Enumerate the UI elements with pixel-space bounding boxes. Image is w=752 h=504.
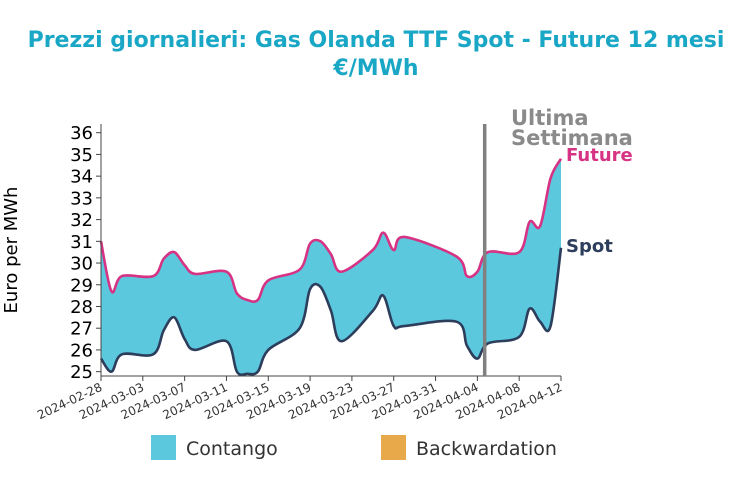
y-tick-label: 29 <box>70 275 93 296</box>
y-tick-label: 26 <box>70 340 93 361</box>
y-tick-label: 33 <box>70 188 93 209</box>
y-axis-label: Euro per MWh <box>1 187 22 314</box>
legend-swatch-contango <box>151 435 176 460</box>
future-line <box>99 158 563 303</box>
legend: Contango Backwardation <box>151 435 557 460</box>
y-tick-label: 36 <box>70 123 93 144</box>
legend-label-contango: Contango <box>186 438 278 460</box>
y-tick-label: 27 <box>70 319 93 340</box>
y-tick-label: 28 <box>70 297 93 318</box>
y-tick-label: 34 <box>70 167 93 188</box>
y-tick-label: 35 <box>70 145 93 166</box>
chart-title-line2: €/MWh <box>332 56 418 81</box>
y-tick-label: 30 <box>70 254 93 275</box>
legend-swatch-backwardation <box>381 435 406 460</box>
series-lines <box>99 158 563 377</box>
y-tick-label: 25 <box>70 362 93 383</box>
legend-label-backwardation: Backwardation <box>416 438 557 460</box>
future-series-label: Future <box>566 145 633 166</box>
y-tick-label: 31 <box>70 232 93 253</box>
chart-title-line1: Prezzi giornalieri: Gas Olanda TTF Spot … <box>28 28 725 53</box>
spot-line <box>99 247 563 377</box>
last-week-label-line1: Ultima <box>511 106 589 130</box>
spot-series-label: Spot <box>566 236 613 257</box>
y-tick-label: 32 <box>70 210 93 231</box>
last-week-label-line2: Settimana <box>511 126 633 150</box>
